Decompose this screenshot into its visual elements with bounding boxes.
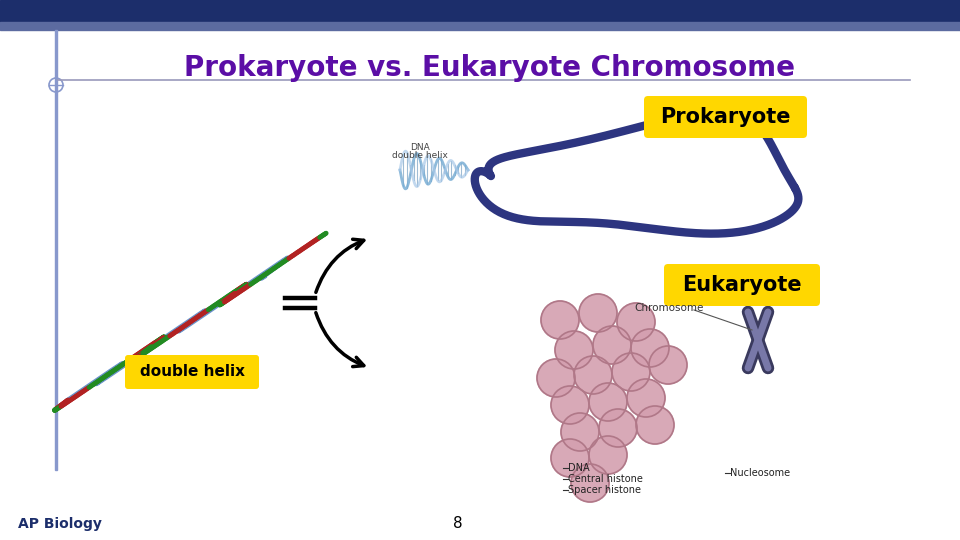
FancyBboxPatch shape	[664, 264, 820, 306]
Circle shape	[571, 464, 609, 502]
Text: Chromosome: Chromosome	[634, 303, 704, 313]
Circle shape	[599, 409, 637, 447]
Circle shape	[612, 353, 650, 391]
Circle shape	[551, 386, 589, 424]
Circle shape	[649, 346, 687, 384]
Circle shape	[541, 301, 579, 339]
Text: DNA: DNA	[410, 144, 430, 152]
Bar	[55, 30, 57, 470]
Bar	[0, 0, 960, 22]
Text: 8: 8	[453, 516, 463, 531]
Circle shape	[636, 406, 674, 444]
Circle shape	[617, 303, 655, 341]
Text: double helix: double helix	[392, 152, 448, 160]
Circle shape	[551, 439, 589, 477]
Circle shape	[579, 294, 617, 332]
Text: DNA: DNA	[568, 463, 589, 473]
Text: double helix: double helix	[139, 364, 245, 380]
Text: Eukaryote: Eukaryote	[683, 275, 802, 295]
Circle shape	[593, 326, 631, 364]
Bar	[0, 22, 960, 30]
Circle shape	[589, 383, 627, 421]
Text: AP Biology: AP Biology	[18, 517, 102, 531]
Text: Prokaryote vs. Eukaryote Chromosome: Prokaryote vs. Eukaryote Chromosome	[184, 54, 796, 82]
Circle shape	[631, 329, 669, 367]
Circle shape	[574, 356, 612, 394]
FancyBboxPatch shape	[644, 96, 807, 138]
FancyBboxPatch shape	[125, 355, 259, 389]
Circle shape	[627, 379, 665, 417]
Text: Nucleosome: Nucleosome	[730, 468, 790, 478]
Circle shape	[537, 359, 575, 397]
Text: Spacer histone: Spacer histone	[568, 485, 641, 495]
Circle shape	[555, 331, 593, 369]
Text: Prokaryote: Prokaryote	[660, 107, 791, 127]
Circle shape	[589, 436, 627, 474]
Circle shape	[561, 413, 599, 451]
Text: Central histone: Central histone	[568, 474, 643, 484]
